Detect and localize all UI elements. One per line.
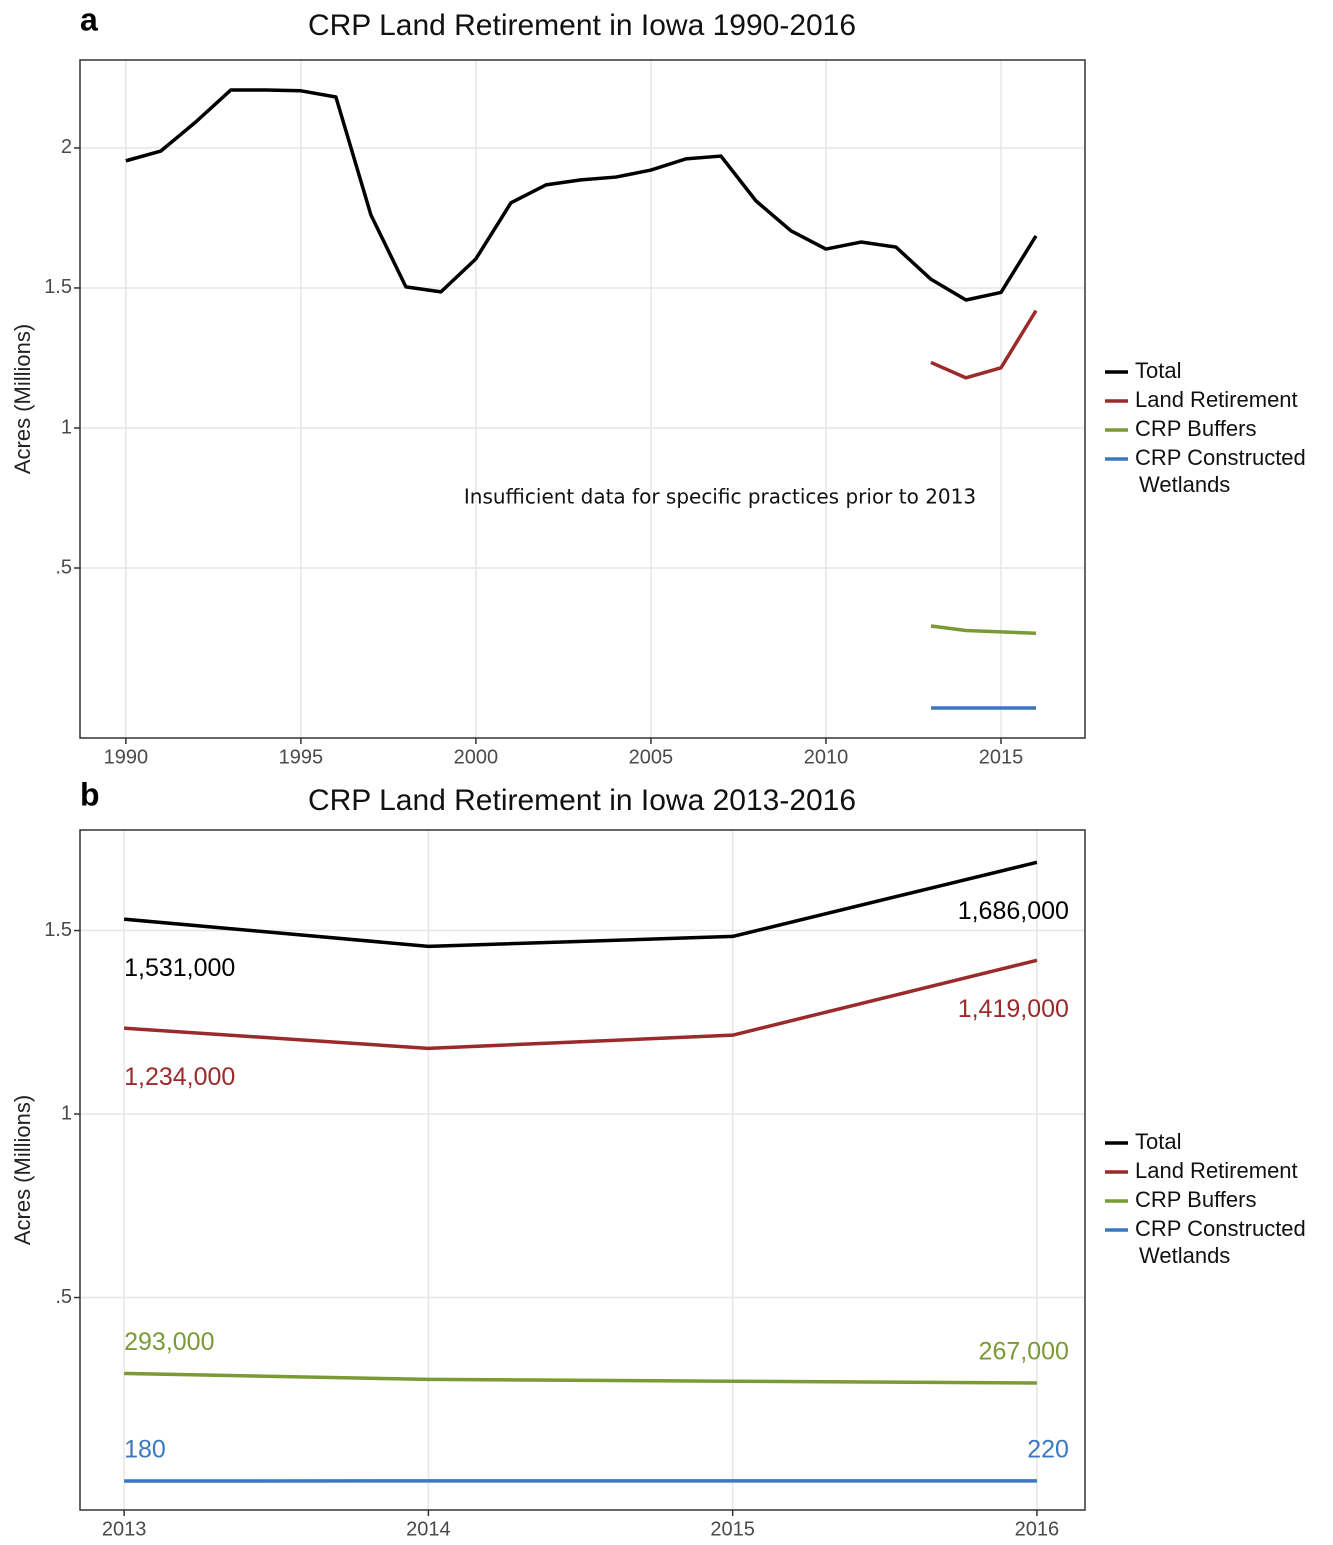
value-label: 180 xyxy=(124,1436,166,1464)
legend-label: Land Retirement xyxy=(1135,387,1298,412)
value-label: 267,000 xyxy=(979,1338,1069,1366)
panel-letter: b xyxy=(80,776,100,812)
x-tick-label: 2010 xyxy=(804,746,849,768)
value-label: 220 xyxy=(1027,1436,1069,1464)
legend-label: CRP Constructed Wetlands xyxy=(1135,445,1306,497)
x-tick-label: 2015 xyxy=(979,746,1024,768)
y-tick-label: 1.5 xyxy=(44,276,72,298)
series-line xyxy=(123,860,1038,949)
x-tick-label: 2014 xyxy=(406,1518,451,1540)
y-tick-label: 1.5 xyxy=(44,919,72,941)
series-line xyxy=(930,309,1038,380)
series-line xyxy=(124,1371,1037,1385)
value-label: 293,000 xyxy=(124,1328,214,1356)
legend-label: Total xyxy=(1135,1129,1181,1154)
series-line xyxy=(930,624,1037,636)
plot-area xyxy=(80,60,1085,738)
series-line xyxy=(124,958,1038,1051)
x-tick-label: 1995 xyxy=(279,746,324,768)
legend-label: Total xyxy=(1135,358,1181,383)
legend-label: CRP Constructed Wetlands xyxy=(1135,1216,1306,1268)
x-tick-label: 2016 xyxy=(1015,1518,1060,1540)
chart-title: CRP Land Retirement in Iowa 1990-2016 xyxy=(308,9,856,42)
x-tick-label: 2015 xyxy=(710,1518,755,1540)
y-tick-label: 1 xyxy=(61,1102,72,1124)
value-label: 1,531,000 xyxy=(124,954,235,982)
x-tick-label: 1990 xyxy=(104,746,149,768)
legend-label: CRP Buffers xyxy=(1135,1187,1256,1212)
value-label: 1,234,000 xyxy=(124,1063,235,1091)
y-axis-label: Acres (Millions) xyxy=(10,1095,35,1245)
panel-letter: a xyxy=(80,1,98,37)
y-tick-label: 2 xyxy=(61,136,72,158)
y-tick-label: .5 xyxy=(55,556,72,578)
value-label: 1,686,000 xyxy=(958,897,1069,925)
series-line xyxy=(125,88,1038,302)
y-axis-label: Acres (Millions) xyxy=(10,324,35,474)
legend-label: CRP Buffers xyxy=(1135,416,1256,441)
x-tick-label: 2013 xyxy=(102,1518,147,1540)
value-label: 1,419,000 xyxy=(958,995,1069,1023)
x-tick-label: 2005 xyxy=(629,746,674,768)
annotation: Insufficient data for specific practices… xyxy=(464,485,976,509)
plot-border xyxy=(79,829,1086,1511)
legend-label: Land Retirement xyxy=(1135,1158,1298,1183)
plot-border xyxy=(79,59,1086,739)
chart-title: CRP Land Retirement in Iowa 2013-2016 xyxy=(308,784,856,817)
y-tick-label: 1 xyxy=(61,416,72,438)
x-tick-label: 2000 xyxy=(454,746,499,768)
y-tick-label: .5 xyxy=(55,1286,72,1308)
plot-area xyxy=(80,830,1085,1510)
